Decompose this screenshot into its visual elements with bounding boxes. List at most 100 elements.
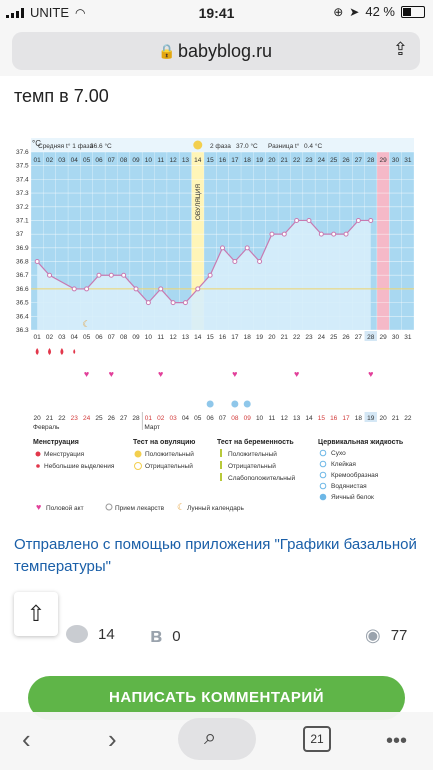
intercourse-heart-icon: ♥ — [109, 369, 114, 379]
legend-item: Отрицательный — [145, 462, 193, 470]
legend-test-icon — [220, 461, 222, 469]
scroll-up-button[interactable]: ⇧ — [14, 592, 58, 636]
legend-title: Цервикальная жидкость — [318, 439, 404, 446]
legend-drop-icon — [35, 451, 41, 457]
y-tick-label: 37 — [16, 231, 24, 238]
share-icon[interactable]: ⇪ — [392, 39, 408, 59]
egg-white-icon — [206, 400, 214, 408]
ovulation-label: ОВУЛЯЦИЯ — [195, 184, 202, 221]
date-label: 12 — [281, 415, 289, 422]
legend-pill-icon — [105, 503, 113, 511]
bottom-day-label: 12 — [169, 334, 177, 341]
bottom-day-label: 15 — [207, 334, 215, 341]
month-label: Март — [144, 424, 160, 431]
address-bar[interactable]: 🔒 babyblog.ru ⇪ — [12, 32, 420, 70]
intercourse-heart-icon: ♥ — [158, 369, 163, 379]
top-day-label: 22 — [293, 157, 301, 164]
legend-negative-icon — [134, 462, 142, 470]
legend-item: Яичный белок — [331, 493, 374, 501]
bottom-day-label: 14 — [194, 334, 202, 341]
wifi-icon: ◠ — [75, 5, 86, 20]
status-right: ⊕ ➤ 42 % — [333, 4, 425, 19]
temperature-point — [84, 286, 90, 292]
comments-count: 14 — [98, 625, 115, 643]
search-button[interactable]: ⌕ — [178, 718, 256, 760]
bottom-day-label: 20 — [268, 334, 276, 341]
legend-item: Кремообразная — [331, 471, 379, 479]
date-label: 26 — [108, 415, 116, 422]
date-label: 14 — [305, 415, 313, 422]
bottom-day-label: 04 — [71, 334, 79, 341]
more-icon[interactable]: ••• — [386, 730, 408, 752]
y-tick-label: 36.4 — [16, 313, 29, 320]
day-column — [376, 152, 390, 330]
egg-white-icon — [231, 400, 239, 408]
y-tick-label: 36.8 — [16, 259, 29, 266]
temperature-point — [306, 217, 312, 223]
date-label: 04 — [182, 415, 190, 422]
bottom-day-label: 21 — [281, 334, 289, 341]
top-day-label: 08 — [120, 157, 128, 164]
top-day-label: 27 — [355, 157, 363, 164]
y-tick-label: 36.7 — [16, 272, 29, 279]
day-column — [142, 152, 155, 330]
menstruation-drop-icon — [35, 348, 39, 355]
legend-item: Менструация — [44, 451, 85, 458]
forward-icon[interactable]: › — [108, 724, 117, 754]
battery-icon — [401, 5, 425, 18]
y-tick-label: 37.5 — [16, 163, 29, 170]
like-icon: ʙ — [150, 625, 163, 647]
diff-value: 0.4 °C — [304, 142, 322, 150]
bottom-day-label: 25 — [330, 334, 338, 341]
legend-cervical-icon — [319, 449, 327, 457]
legend-item: Слабоположительный — [228, 474, 296, 482]
top-day-label: 21 — [281, 157, 289, 164]
date-label: 21 — [46, 415, 54, 422]
temperature-point — [220, 245, 225, 251]
diff-label: Разница t° — [268, 142, 300, 150]
temperature-point — [355, 217, 361, 223]
tabs-button[interactable]: 21 — [303, 726, 331, 752]
y-tick-label: 36.3 — [16, 327, 29, 334]
legend-positive-icon — [134, 450, 142, 458]
day-column — [401, 152, 414, 330]
intercourse-heart-icon: ♥ — [232, 369, 237, 379]
bottom-day-label: 16 — [219, 334, 227, 341]
bottom-day-label: 26 — [342, 334, 350, 341]
temperature-point — [145, 300, 151, 306]
sun-icon — [193, 140, 203, 150]
top-day-label: 06 — [95, 157, 103, 164]
likes-action[interactable]: ʙ 0 — [150, 625, 181, 648]
top-day-label: 29 — [379, 157, 387, 164]
y-tick-label: 37.4 — [16, 176, 29, 183]
moon-icon: ☾ — [83, 319, 91, 329]
legend-test-icon — [220, 473, 222, 481]
bottom-day-label: 17 — [231, 334, 239, 341]
date-label: 15 — [318, 415, 326, 422]
bottom-day-label: 11 — [157, 334, 164, 341]
article-snippet: темп в 7.00 — [14, 86, 109, 106]
top-day-label: 26 — [342, 157, 350, 164]
temperature-point — [158, 286, 164, 292]
temperature-point — [108, 272, 114, 278]
bottom-day-label: 02 — [46, 334, 54, 341]
date-label: 02 — [157, 415, 165, 422]
bottom-day-label: 30 — [392, 334, 400, 341]
temperature-point — [343, 231, 349, 237]
bottom-day-label: 10 — [145, 334, 153, 341]
comments-action[interactable]: 14 — [66, 625, 115, 643]
legend-item: Клейкая — [331, 460, 356, 468]
top-day-label: 30 — [392, 157, 400, 164]
legend-title: Тест на овуляцию — [133, 439, 195, 446]
y-tick-label: 37.3 — [16, 190, 29, 197]
top-day-label: 04 — [71, 157, 79, 164]
legend-item: Водянистая — [331, 483, 367, 490]
sent-from-link[interactable]: Отправлено с помощью приложения "Графики… — [14, 536, 417, 575]
day-column — [166, 152, 180, 330]
back-icon[interactable]: ‹ — [22, 724, 31, 754]
top-day-label: 16 — [219, 157, 227, 164]
temperature-point — [318, 231, 324, 237]
bottom-day-label: 06 — [95, 334, 103, 341]
phase2-label: 2 фаза — [210, 143, 231, 150]
